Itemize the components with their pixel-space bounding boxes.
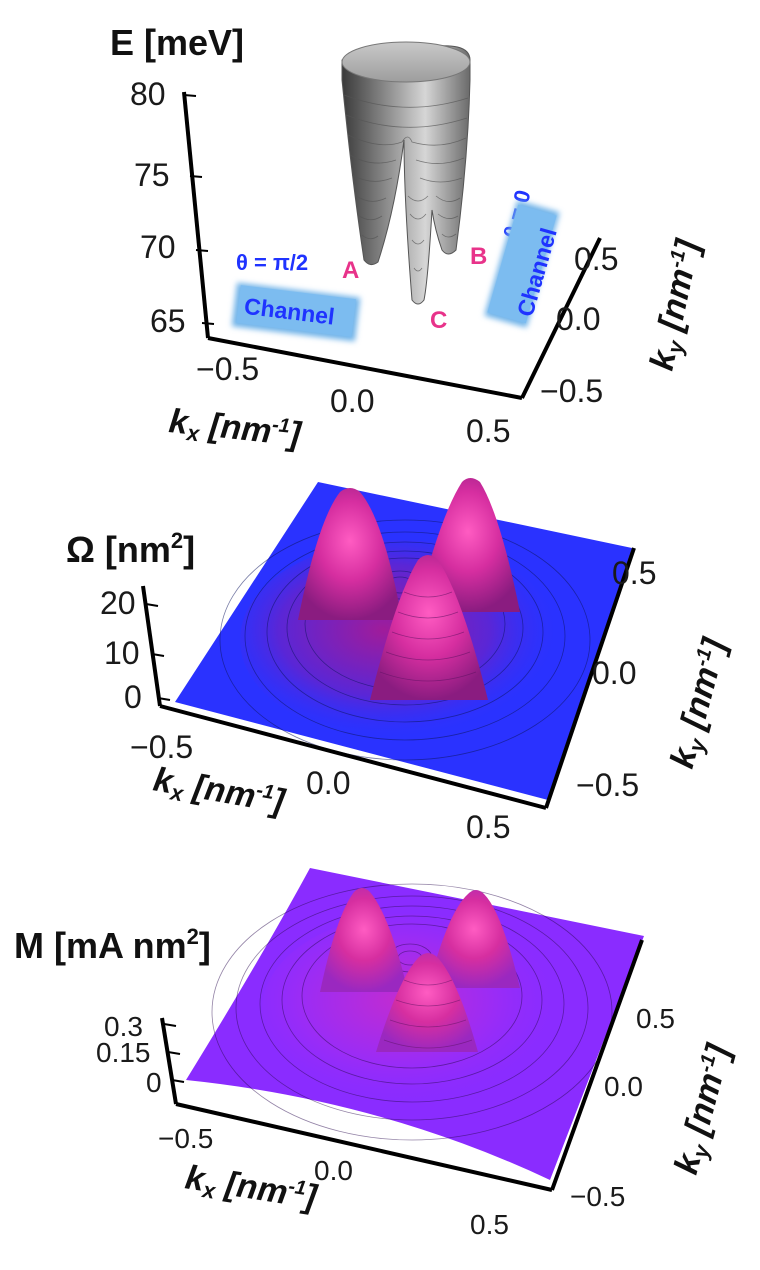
omega-y-tick-label: −0.5 — [576, 767, 639, 803]
moment-y-axis-title: ky [nm-1] — [667, 1039, 741, 1179]
omega-z-ticks: 20 10 0 — [100, 585, 171, 715]
moment-peak-right — [428, 890, 520, 988]
omega-y-tick-label: 0.5 — [612, 555, 656, 591]
moment-z-tick-mark — [167, 1051, 181, 1055]
energy-x-axis — [207, 336, 523, 400]
moment-y-tick-label: 0.5 — [636, 1003, 675, 1034]
omega-x-tick-label: −0.5 — [130, 729, 193, 765]
omega-y-axis-title: ky [nm-1] — [663, 633, 737, 773]
energy-y-ticks: 0.5 0.0 −0.5 — [540, 241, 618, 409]
omega-axis-title: Ω [nm2] — [66, 528, 195, 570]
omega-z-tick-label: 20 — [100, 585, 136, 621]
moment-y-ticks: 0.5 0.0 −0.5 — [570, 1003, 675, 1212]
moment-y-tick-label: −0.5 — [570, 1181, 625, 1212]
moment-x-tick-label: 0.0 — [314, 1155, 353, 1186]
energy-z-tick-label: 75 — [134, 157, 170, 193]
energy-y-axis — [520, 237, 602, 399]
theta-pi-half-label: θ = π/2 — [236, 250, 308, 275]
moment-z-ticks: 0.3 0.15 0 — [96, 1011, 185, 1098]
moment-peak-front — [376, 953, 478, 1052]
omega-z-tick-label: 0 — [124, 679, 142, 715]
energy-y-tick-label: 0.0 — [556, 301, 600, 337]
panel-energy: 80 75 70 65 −0.5 0.0 0.5 0.5 0.0 −0.5 E … — [110, 22, 711, 457]
moment-z-tick-label: 0 — [146, 1067, 162, 1098]
panel-omega: 20 10 0 −0.5 0.0 0.5 0.5 0.0 −0.5 Ω [nm2… — [66, 478, 737, 845]
omega-z-tick-label: 10 — [104, 635, 140, 671]
energy-y-axis-title: ky [nm-1] — [643, 235, 711, 374]
valley-label-a: A — [342, 257, 359, 284]
energy-y-tick-label: 0.5 — [574, 241, 618, 277]
energy-axis-title: E [meV] — [110, 22, 244, 63]
omega-z-tick-mark — [145, 603, 159, 607]
omega-x-tick-label: 0.5 — [466, 809, 510, 845]
omega-z-tick-mark — [157, 697, 171, 701]
omega-peak-left — [298, 488, 402, 620]
energy-z-tick-label: 80 — [130, 76, 166, 112]
channel-box-left: Channel — [231, 282, 361, 342]
moment-x-ticks: −0.5 0.0 0.5 — [158, 1123, 509, 1240]
moment-y-tick-label: 0.0 — [604, 1071, 643, 1102]
panel-moment: 0.3 0.15 0 −0.5 0.0 0.5 0.5 0.0 −0.5 M [… — [14, 868, 741, 1240]
moment-x-axis-title: kx [nm-1] — [182, 1158, 321, 1219]
moment-z-tick-label: 0.15 — [96, 1037, 151, 1068]
energy-z-axis — [182, 91, 210, 339]
energy-x-tick-label: −0.5 — [196, 351, 259, 387]
energy-z-ticks: 80 75 70 65 — [130, 76, 215, 339]
energy-z-tick-mark — [201, 322, 215, 325]
omega-y-ticks: 0.5 0.0 −0.5 — [576, 555, 656, 803]
valley-label-c: C — [430, 307, 447, 334]
omega-x-ticks: −0.5 0.0 0.5 — [130, 729, 510, 845]
energy-surface — [341, 41, 471, 305]
energy-x-tick-label: 0.0 — [330, 383, 374, 419]
moment-z-tick-label: 0.3 — [104, 1011, 143, 1042]
moment-contours — [211, 883, 613, 1141]
moment-z-tick-mark — [171, 1079, 185, 1083]
energy-z-tick-mark — [183, 94, 197, 97]
moment-x-axis — [175, 1102, 553, 1192]
moment-x-tick-label: −0.5 — [158, 1123, 213, 1154]
moment-z-axis — [160, 1017, 178, 1105]
omega-y-axis — [544, 547, 636, 809]
energy-z-tick-label: 70 — [140, 229, 176, 265]
omega-z-tick-mark — [151, 653, 165, 657]
energy-z-tick-mark — [195, 249, 209, 252]
moment-y-axis — [550, 939, 644, 1191]
energy-x-axis-title: kx [nm-1] — [167, 402, 304, 457]
moment-axis-title: M [mA nm2] — [14, 924, 211, 966]
omega-x-axis — [159, 704, 547, 810]
channel-box-right: Channel — [484, 200, 562, 328]
energy-z-tick-label: 65 — [150, 303, 186, 339]
omega-x-tick-label: 0.0 — [306, 765, 350, 801]
moment-x-tick-label: 0.5 — [470, 1209, 509, 1240]
energy-x-ticks: −0.5 0.0 0.5 — [196, 351, 510, 449]
omega-x-axis-title: kx [nm-1] — [150, 760, 289, 824]
omega-y-tick-label: 0.0 — [592, 655, 636, 691]
moment-peak-left — [320, 888, 408, 992]
energy-x-tick-label: 0.5 — [466, 413, 510, 449]
energy-z-tick-mark — [189, 175, 203, 178]
omega-peak-front — [370, 555, 488, 700]
energy-y-tick-label: −0.5 — [540, 373, 603, 409]
valley-label-b: B — [470, 243, 487, 270]
omega-z-axis — [141, 585, 162, 707]
moment-z-tick-mark — [163, 1023, 177, 1027]
